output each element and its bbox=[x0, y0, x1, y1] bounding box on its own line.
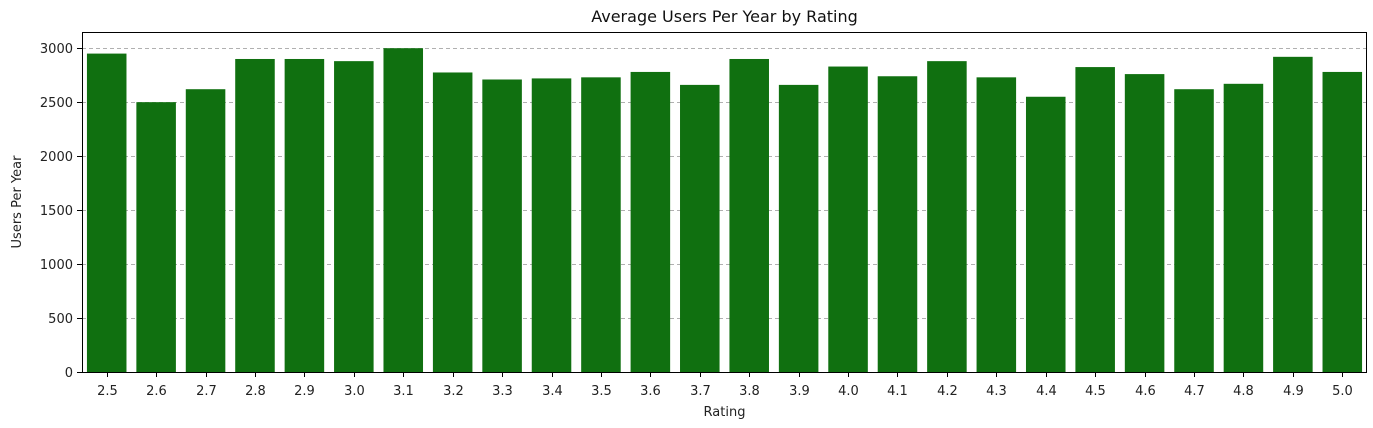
y-tick-label: 1500 bbox=[40, 204, 73, 219]
x-tick-label: 3.1 bbox=[393, 384, 414, 399]
x-tick-label: 4.9 bbox=[1283, 384, 1304, 399]
x-tick-label: 4.0 bbox=[838, 384, 859, 399]
x-tick-label: 3.0 bbox=[344, 384, 365, 399]
bar-4.2 bbox=[927, 61, 967, 373]
x-tick-label: 3.2 bbox=[443, 384, 464, 399]
y-tick-label: 3000 bbox=[40, 42, 73, 57]
x-tick-label: 4.8 bbox=[1233, 384, 1254, 399]
x-tick-label: 3.7 bbox=[690, 384, 711, 399]
x-axis-label: Rating bbox=[704, 405, 746, 420]
y-tick-label: 2000 bbox=[40, 150, 73, 165]
x-tick-label: 3.5 bbox=[591, 384, 612, 399]
y-axis-ticks: 0 500 1000 1500 2000 2500 3000 bbox=[40, 42, 82, 381]
x-tick-label: 4.7 bbox=[1184, 384, 1205, 399]
bar-3.6 bbox=[630, 71, 671, 372]
bar-3.7 bbox=[680, 84, 720, 372]
bar-2.8 bbox=[235, 58, 275, 372]
x-tick-label: 3.6 bbox=[640, 384, 661, 399]
x-tick-label: 3.4 bbox=[542, 384, 563, 399]
bar-4.4 bbox=[1025, 96, 1066, 372]
bar-4.3 bbox=[976, 77, 1017, 372]
bar-4.5 bbox=[1075, 67, 1115, 372]
bar-4.9 bbox=[1273, 56, 1313, 372]
x-tick-label: 4.2 bbox=[937, 384, 958, 399]
bar-2.5 bbox=[86, 53, 127, 372]
bar-3.5 bbox=[581, 77, 621, 372]
x-tick-label: 4.4 bbox=[1036, 384, 1057, 399]
x-tick-label: 2.5 bbox=[97, 384, 118, 399]
bars bbox=[86, 48, 1363, 373]
chart-title: Average Users Per Year by Rating bbox=[591, 7, 858, 26]
bar-2.6 bbox=[136, 102, 176, 373]
y-tick-label: 1000 bbox=[40, 258, 73, 273]
bar-4.6 bbox=[1124, 74, 1165, 372]
y-tick-label: 0 bbox=[65, 366, 73, 381]
x-tick-label: 4.3 bbox=[986, 384, 1007, 399]
x-tick-label: 3.3 bbox=[492, 384, 513, 399]
bar-3.4 bbox=[531, 78, 572, 373]
bar-3.1 bbox=[383, 48, 424, 372]
bar-2.9 bbox=[284, 58, 325, 372]
y-tick-label: 2500 bbox=[40, 96, 73, 111]
x-tick-label: 4.1 bbox=[887, 384, 908, 399]
bar-4.7 bbox=[1174, 89, 1214, 372]
x-tick-label: 2.8 bbox=[245, 384, 266, 399]
bar-3.0 bbox=[334, 61, 374, 373]
bar-4.8 bbox=[1223, 83, 1264, 373]
x-tick-label: 3.9 bbox=[789, 384, 810, 399]
x-axis-ticks: 2.5 2.6 2.7 2.8 2.9 3.0 3.1 3.2 3.3 3.4 3.5 3.6 3.7 3… bbox=[97, 372, 1353, 399]
bar-5.0 bbox=[1322, 71, 1363, 372]
x-tick-label: 2.9 bbox=[294, 384, 315, 399]
y-axis-label: Users Per Year bbox=[10, 155, 25, 249]
bar-3.2 bbox=[432, 72, 473, 372]
bar-3.9 bbox=[778, 84, 819, 372]
x-tick-label: 2.7 bbox=[196, 384, 217, 399]
plot-frame bbox=[82, 32, 1367, 373]
x-tick-label: 3.8 bbox=[739, 384, 760, 399]
bar-4.1 bbox=[877, 76, 918, 372]
x-tick-label: 5.0 bbox=[1332, 384, 1353, 399]
bar-3.3 bbox=[482, 79, 522, 372]
bar-3.8 bbox=[729, 58, 769, 372]
x-tick-label: 4.6 bbox=[1135, 384, 1156, 399]
x-tick-label: 4.5 bbox=[1085, 384, 1106, 399]
bar-2.7 bbox=[185, 89, 226, 372]
bar-4.0 bbox=[828, 66, 868, 373]
x-tick-label: 2.6 bbox=[146, 384, 167, 399]
y-tick-label: 500 bbox=[48, 312, 73, 327]
